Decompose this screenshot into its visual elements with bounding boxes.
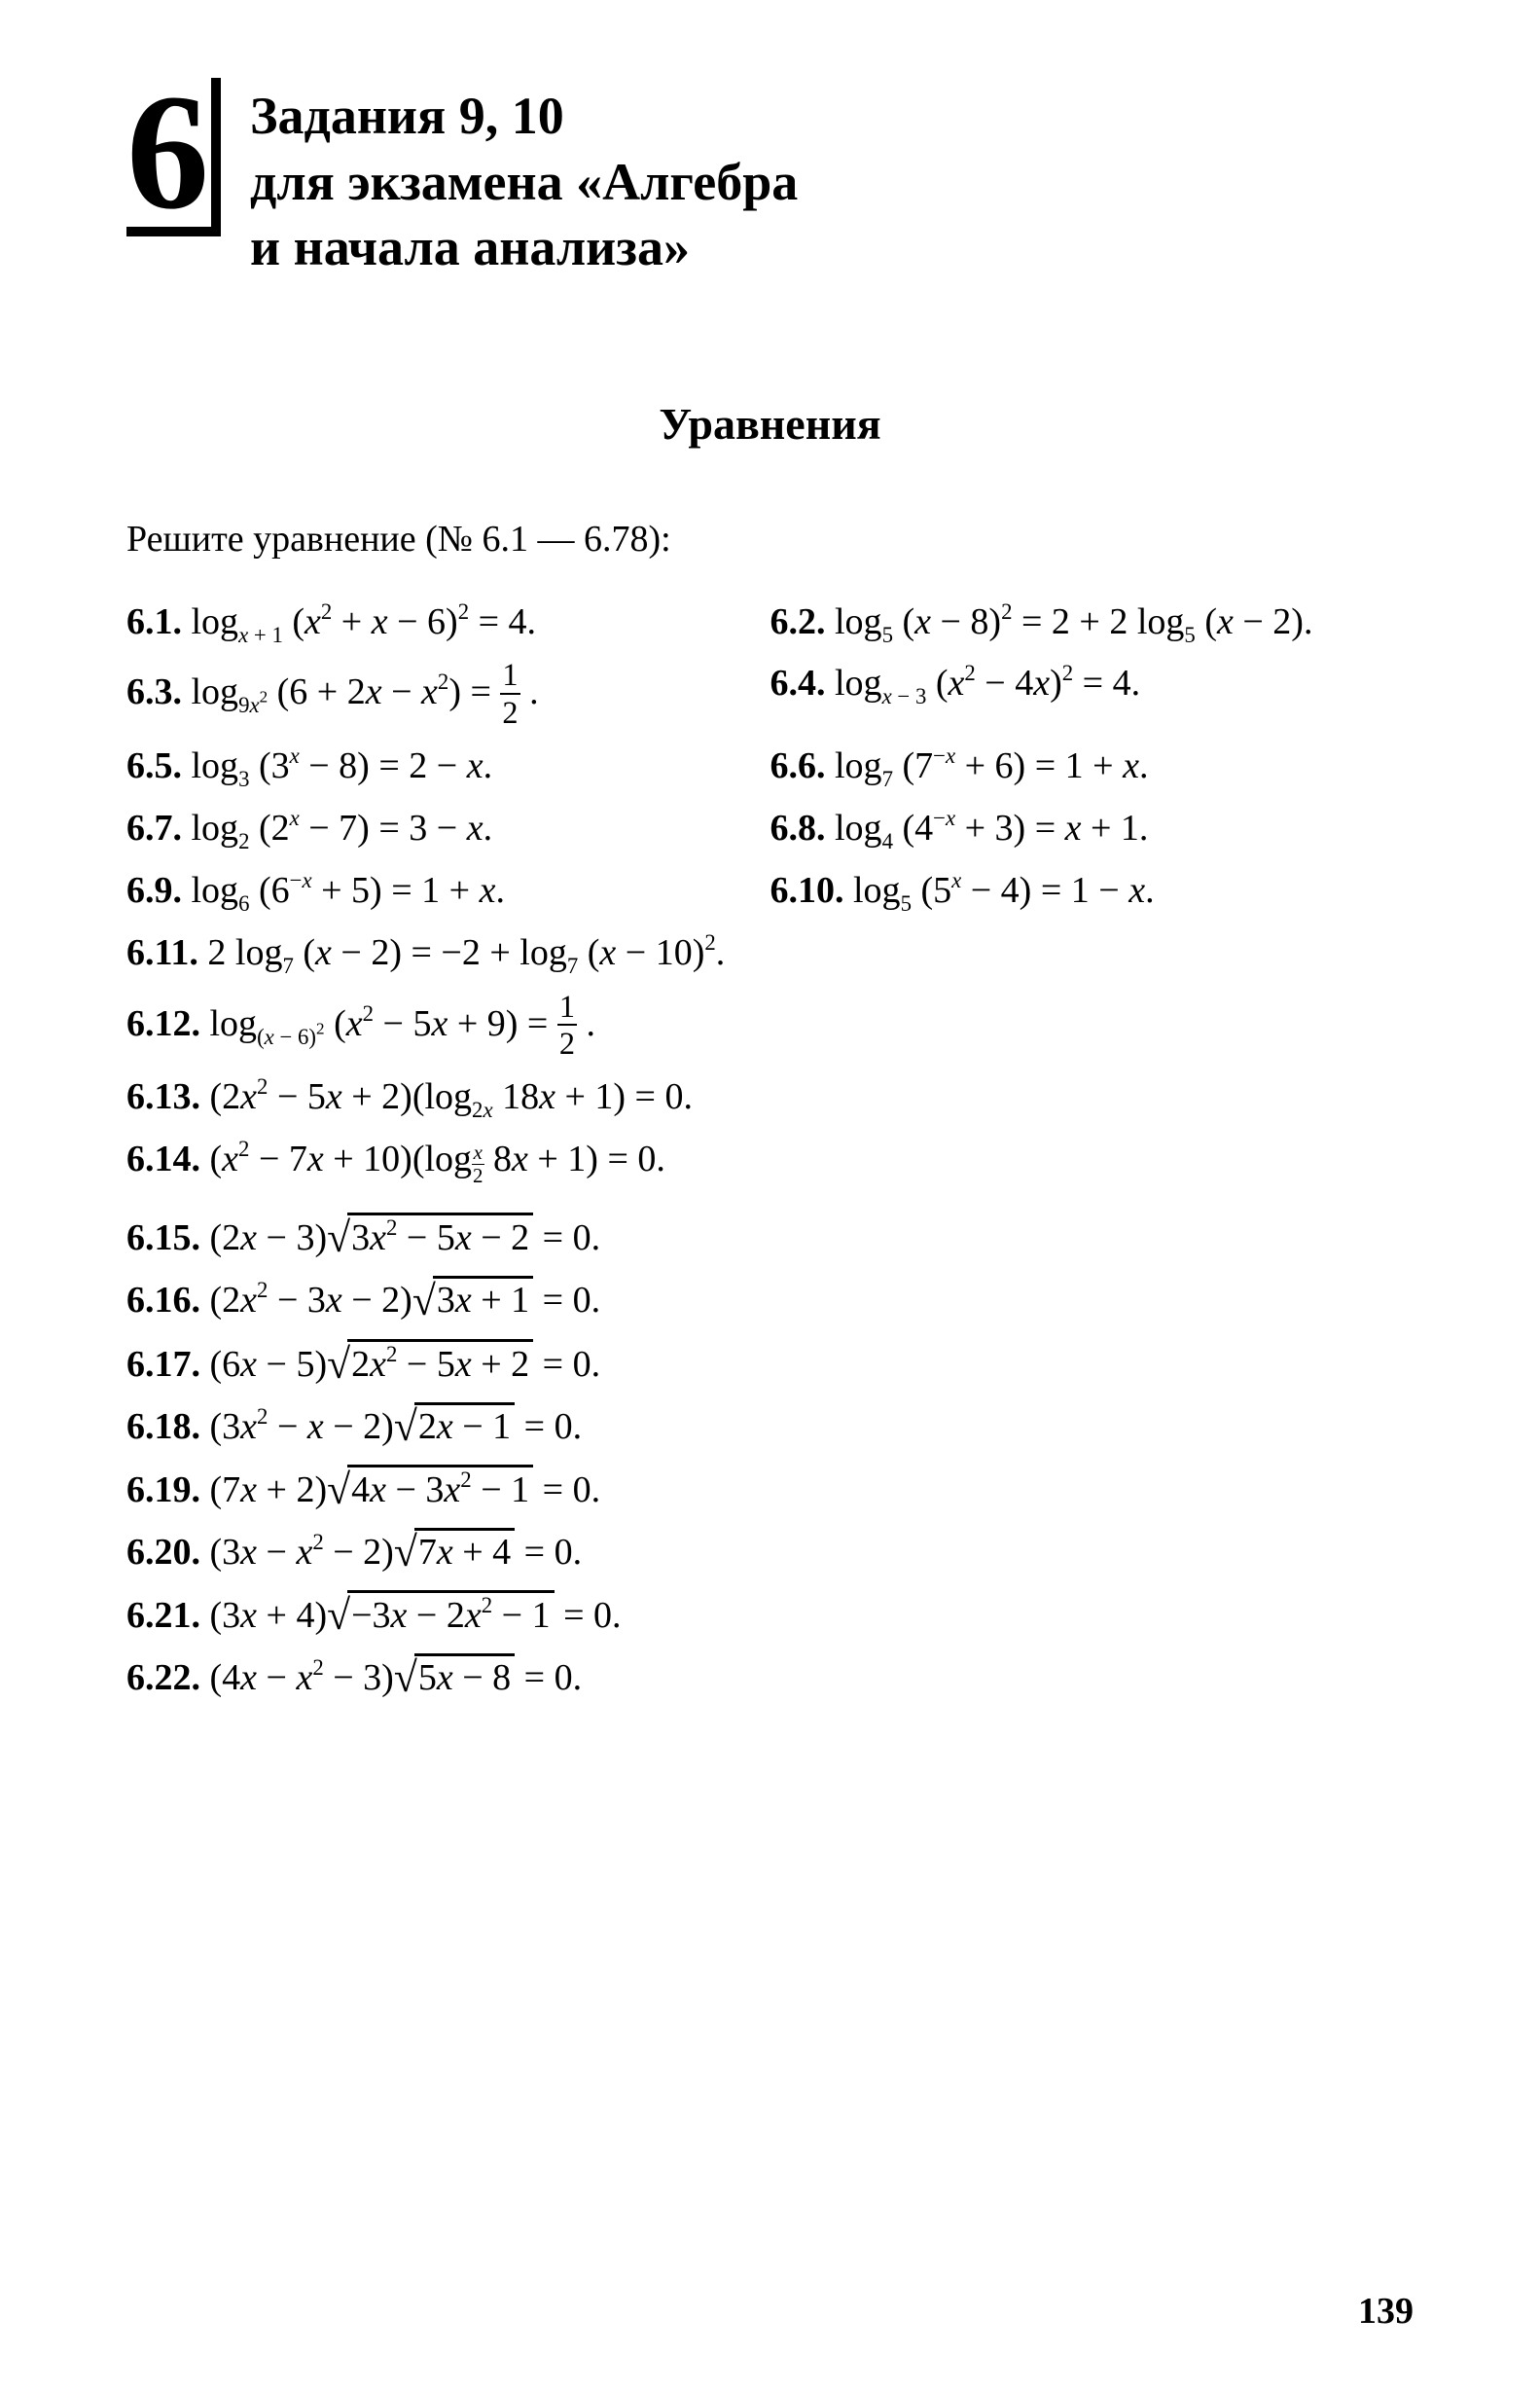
problem-number: 6.14. <box>126 1139 200 1179</box>
problem-number: 6.11. <box>126 932 198 973</box>
chapter-title-line-2: для экзамена «Алгебра <box>250 150 798 216</box>
problem-6-9: 6.9. log6 (6−x + 5) = 1 + x. <box>126 868 770 917</box>
problem-6-3: 6.3. log9x2 (6 + 2x − x2) = 12 . <box>126 661 770 730</box>
problem-number: 6.9. <box>126 870 182 911</box>
problem-number: 6.18. <box>126 1406 200 1447</box>
problem-6-19: 6.19. (7x + 2)4x − 3x2 − 1 = 0. <box>126 1465 1414 1514</box>
chapter-number: 6 <box>126 78 221 236</box>
problem-6-15: 6.15. (2x − 3)3x2 − 5x − 2 = 0. <box>126 1213 1414 1262</box>
page-number: 139 <box>1358 2290 1414 2333</box>
problem-number: 6.16. <box>126 1280 200 1321</box>
problem-number: 6.20. <box>126 1532 200 1573</box>
problem-6-5: 6.5. log3 (3x − 8) = 2 − x. <box>126 743 770 792</box>
chapter-title: Задания 9, 10 для экзамена «Алгебра и на… <box>250 78 798 281</box>
problem-number: 6.8. <box>770 808 826 849</box>
problem-number: 6.5. <box>126 745 182 786</box>
problem-number: 6.6. <box>770 745 826 786</box>
problem-6-14: 6.14. (x2 − 7x + 10)(logx2 8x + 1) = 0. <box>126 1137 1414 1185</box>
problem-number: 6.10. <box>770 870 844 911</box>
problem-number: 6.12. <box>126 1003 200 1044</box>
page: 6 Задания 9, 10 для экзамена «Алгебра и … <box>0 0 1540 2391</box>
problem-6-13: 6.13. (2x2 − 5x + 2)(log2x 18x + 1) = 0. <box>126 1074 1414 1123</box>
problem-number: 6.1. <box>126 600 182 641</box>
problem-number: 6.7. <box>126 808 182 849</box>
problem-number: 6.2. <box>770 600 826 641</box>
problem-6-21: 6.21. (3x + 4)−3x − 2x2 − 1 = 0. <box>126 1590 1414 1640</box>
problem-number: 6.15. <box>126 1217 200 1258</box>
chapter-header: 6 Задания 9, 10 для экзамена «Алгебра и … <box>126 78 1414 281</box>
problem-6-17: 6.17. (6x − 5)2x2 − 5x + 2 = 0. <box>126 1339 1414 1389</box>
problem-number: 6.4. <box>770 663 826 704</box>
problem-row: 6.9. log6 (6−x + 5) = 1 + x. 6.10. log5 … <box>126 868 1414 917</box>
problem-row: 6.1. logx + 1 (x2 + x − 6)2 = 4. 6.2. lo… <box>126 599 1414 648</box>
problem-6-10: 6.10. log5 (5x − 4) = 1 − x. <box>770 868 1415 917</box>
problem-6-20: 6.20. (3x − x2 − 2)7x + 4 = 0. <box>126 1528 1414 1576</box>
chapter-title-line-3: и начала анализа» <box>250 215 798 281</box>
problem-6-2: 6.2. log5 (x − 8)2 = 2 + 2 log5 (x − 2). <box>770 599 1415 648</box>
problem-6-1: 6.1. logx + 1 (x2 + x − 6)2 = 4. <box>126 599 770 648</box>
chapter-title-line-1: Задания 9, 10 <box>250 84 798 150</box>
problem-6-8: 6.8. log4 (4−x + 3) = x + 1. <box>770 806 1415 854</box>
problem-6-22: 6.22. (4x − x2 − 3)5x − 8 = 0. <box>126 1653 1414 1702</box>
problem-6-4: 6.4. logx − 3 (x2 − 4x)2 = 4. <box>770 661 1415 730</box>
problem-6-18: 6.18. (3x2 − x − 2)2x − 1 = 0. <box>126 1402 1414 1451</box>
problem-number: 6.3. <box>126 671 182 712</box>
problem-number: 6.13. <box>126 1076 200 1117</box>
section-title: Уравнения <box>126 398 1414 450</box>
problem-row: 6.5. log3 (3x − 8) = 2 − x. 6.6. log7 (7… <box>126 743 1414 792</box>
problem-6-11: 6.11. 2 log7 (x − 2) = −2 + log7 (x − 10… <box>126 930 1414 979</box>
problem-number: 6.17. <box>126 1343 200 1384</box>
problem-number: 6.19. <box>126 1469 200 1510</box>
problem-number: 6.22. <box>126 1657 200 1698</box>
problem-6-6: 6.6. log7 (7−x + 6) = 1 + x. <box>770 743 1415 792</box>
problem-number: 6.21. <box>126 1595 200 1636</box>
problem-row: 6.3. log9x2 (6 + 2x − x2) = 12 . 6.4. lo… <box>126 661 1414 730</box>
instruction: Решите уравнение (№ 6.1 — 6.78): <box>126 518 1414 561</box>
problem-6-12: 6.12. log(x − 6)2 (x2 − 5x + 9) = 12 . <box>126 993 1414 1062</box>
problem-6-16: 6.16. (2x2 − 3x − 2)3x + 1 = 0. <box>126 1276 1414 1324</box>
problem-row: 6.7. log2 (2x − 7) = 3 − x. 6.8. log4 (4… <box>126 806 1414 854</box>
problem-6-7: 6.7. log2 (2x − 7) = 3 − x. <box>126 806 770 854</box>
